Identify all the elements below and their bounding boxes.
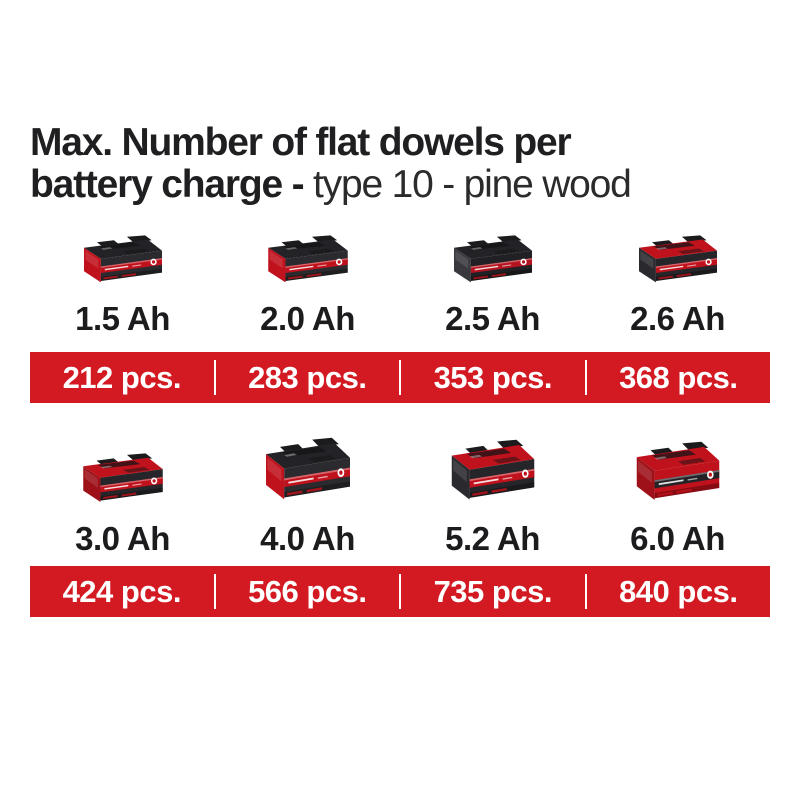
count-value: 840 pcs.	[619, 573, 738, 609]
count-cell: 424 pcs.	[30, 566, 214, 617]
battery-cell-2-6ah: 2.6 Ah	[585, 228, 770, 338]
battery-cell-4-0ah: 4.0 Ah	[215, 434, 400, 558]
battery-cell-5-2ah: 5.2 Ah	[400, 434, 585, 558]
battery-icon	[438, 434, 548, 512]
count-band-1: 212 pcs. 283 pcs. 353 pcs. 368 pcs.	[30, 352, 770, 403]
battery-capacity-label: 5.2 Ah	[445, 520, 540, 557]
battery-2-6ah-icon	[626, 234, 730, 292]
count-band-2: 424 pcs. 566 pcs. 735 pcs. 840 pcs.	[30, 566, 770, 617]
battery-icon	[70, 434, 176, 512]
battery-cell-2-5ah: 2.5 Ah	[400, 228, 585, 338]
battery-icon	[252, 434, 364, 512]
battery-icon	[71, 228, 175, 292]
band-divider	[213, 360, 216, 395]
battery-6-0ah-icon	[623, 440, 733, 512]
battery-capacity-label: 4.0 Ah	[260, 520, 355, 557]
count-value: 566 pcs.	[248, 573, 367, 609]
battery-capacity-label: 1.5 Ah	[75, 300, 170, 337]
battery-row-1: 1.5 Ah 2.0 Ah 2.5 Ah 2.6 Ah	[30, 228, 770, 338]
battery-2-5ah-icon	[441, 234, 545, 292]
count-cell: 566 pcs.	[216, 566, 400, 617]
count-value: 212 pcs.	[62, 359, 182, 395]
battery-capacity-label: 6.0 Ah	[630, 520, 725, 557]
battery-icon	[626, 228, 730, 292]
count-cell: 368 pcs.	[587, 352, 771, 403]
page-title: Max. Number of flat dowels per battery c…	[30, 122, 775, 206]
battery-cell-6-0ah: 6.0 Ah	[585, 434, 770, 558]
count-value: 735 pcs.	[433, 573, 553, 609]
battery-5-2ah-icon	[438, 438, 548, 512]
battery-3-0ah-icon	[70, 452, 176, 512]
count-cell: 353 pcs.	[401, 352, 585, 403]
title-line2-light: type 10 - pine wood	[313, 163, 632, 206]
count-value: 283 pcs.	[248, 359, 367, 395]
band-divider	[399, 360, 401, 395]
title-line1: Max. Number of flat dowels per	[30, 121, 572, 164]
band-divider	[399, 574, 401, 609]
count-cell: 735 pcs.	[401, 566, 585, 617]
band-divider	[584, 360, 587, 395]
battery-4-0ah-icon	[252, 436, 364, 512]
count-value: 353 pcs.	[433, 359, 553, 395]
battery-capacity-label: 2.0 Ah	[260, 300, 355, 337]
battery-2-0ah-icon	[255, 234, 361, 292]
count-cell: 840 pcs.	[587, 566, 771, 617]
battery-cell-3-0ah: 3.0 Ah	[30, 434, 215, 558]
battery-capacity-label: 3.0 Ah	[75, 520, 170, 557]
count-cell: 283 pcs.	[216, 352, 400, 403]
battery-1-5ah-icon	[71, 234, 175, 292]
count-value: 368 pcs.	[619, 359, 738, 395]
battery-icon	[441, 228, 545, 292]
battery-capacity-label: 2.6 Ah	[630, 300, 725, 337]
battery-capacity-label: 2.5 Ah	[445, 300, 540, 337]
count-cell: 212 pcs.	[30, 352, 214, 403]
title-line2-bold: battery charge -	[30, 163, 314, 206]
battery-cell-2-0ah: 2.0 Ah	[215, 228, 400, 338]
battery-row-2: 3.0 Ah 4.0 Ah 5.2 Ah 6.0 Ah	[30, 434, 770, 558]
battery-icon	[623, 434, 733, 512]
battery-icon	[255, 228, 361, 292]
band-divider	[213, 574, 216, 609]
band-divider	[584, 574, 587, 609]
count-value: 424 pcs.	[62, 573, 182, 609]
battery-cell-1-5ah: 1.5 Ah	[30, 228, 215, 338]
